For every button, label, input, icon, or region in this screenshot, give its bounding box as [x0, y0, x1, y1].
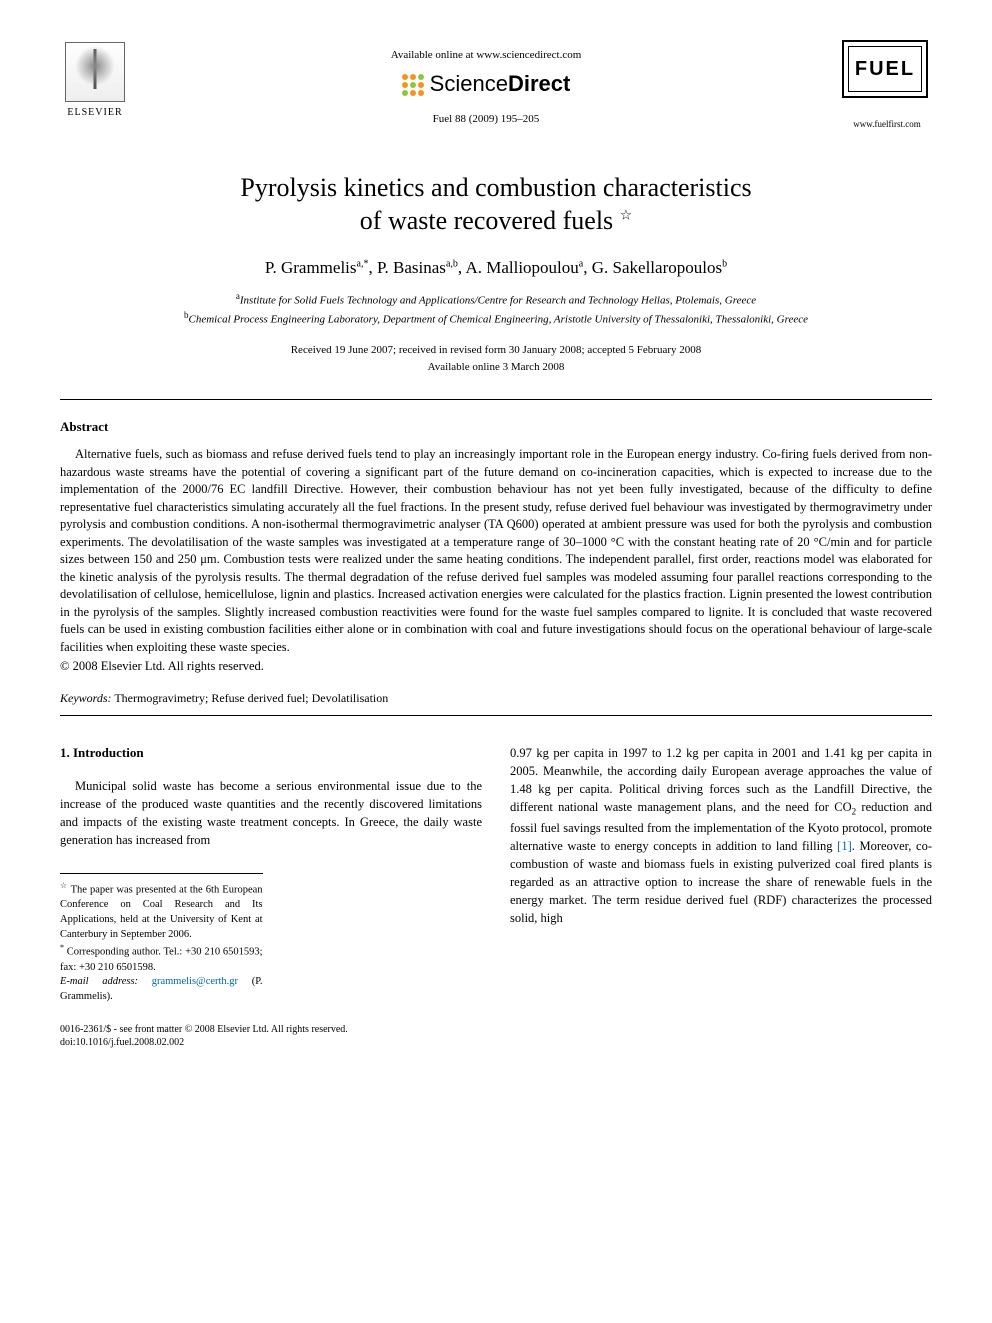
sd-text-light: Science — [430, 71, 508, 96]
elsevier-logo: ELSEVIER — [60, 40, 130, 120]
fuel-url: www.fuelfirst.com — [842, 118, 932, 131]
sd-dot-icon — [410, 90, 416, 96]
sciencedirect-logo: ScienceDirect — [130, 69, 842, 100]
author-4-sup: b — [722, 259, 727, 270]
footnote-star-text: The paper was presented at the 6th Europ… — [60, 885, 263, 940]
title-line2: of waste recovered fuels — [360, 206, 613, 235]
authors-line: P. Grammelisa,*, P. Basinasa,b, A. Malli… — [60, 256, 932, 280]
page-footer: 0016-2361/$ - see front matter © 2008 El… — [60, 1023, 932, 1049]
affil-b: Chemical Process Engineering Laboratory,… — [189, 314, 809, 326]
title-footnote-star: ☆ — [620, 209, 633, 224]
fuel-journal-logo: FUEL www.fuelfirst.com — [842, 40, 932, 131]
page-header: ELSEVIER Available online at www.science… — [60, 40, 932, 131]
footer-left: 0016-2361/$ - see front matter © 2008 El… — [60, 1023, 348, 1049]
sd-dot-icon — [402, 90, 408, 96]
article-title: Pyrolysis kinetics and combustion charac… — [60, 171, 932, 239]
issn-line: 0016-2361/$ - see front matter © 2008 El… — [60, 1023, 348, 1036]
column-left: 1. Introduction Municipal solid waste ha… — [60, 744, 482, 1005]
author-1: P. Grammelis — [265, 258, 357, 277]
email-address[interactable]: grammelis@certh.gr — [152, 976, 238, 987]
footnote-corr-text: Corresponding author. Tel.: +30 210 6501… — [60, 947, 263, 973]
available-online-text: Available online at www.sciencedirect.co… — [130, 48, 842, 63]
hr-top — [60, 399, 932, 400]
sd-text-bold: Direct — [508, 71, 570, 96]
author-3: A. Malliopoulou — [465, 258, 578, 277]
email-label: E-mail address: — [60, 976, 138, 987]
author-2: P. Basinas — [377, 258, 446, 277]
keywords-text: Thermogravimetry; Refuse derived fuel; D… — [112, 691, 389, 705]
journal-reference: Fuel 88 (2009) 195–205 — [130, 112, 842, 127]
footnote-star: ☆ The paper was presented at the 6th Eur… — [60, 880, 263, 942]
elsevier-label: ELSEVIER — [67, 106, 122, 120]
abstract-text: Alternative fuels, such as biomass and r… — [60, 446, 932, 656]
affil-a: Institute for Solid Fuels Technology and… — [240, 295, 756, 307]
sd-dot-icon — [418, 74, 424, 80]
sciencedirect-dots-icon — [402, 74, 424, 96]
intro-para-right: 0.97 kg per capita in 1997 to 1.2 kg per… — [510, 744, 932, 928]
header-center: Available online at www.sciencedirect.co… — [130, 40, 842, 128]
elsevier-tree-icon — [65, 42, 125, 102]
body-columns: 1. Introduction Municipal solid waste ha… — [60, 744, 932, 1005]
sd-dot-icon — [410, 74, 416, 80]
sd-dot-icon — [418, 90, 424, 96]
doi-line: doi:10.1016/j.fuel.2008.02.002 — [60, 1036, 348, 1049]
sd-dot-icon — [402, 82, 408, 88]
author-4: G. Sakellaropoulos — [592, 258, 722, 277]
sd-dot-icon — [410, 82, 416, 88]
title-line1: Pyrolysis kinetics and combustion charac… — [240, 173, 751, 202]
abstract-label: Abstract — [60, 418, 932, 436]
fuel-box-icon: FUEL — [842, 40, 928, 98]
intro-para-left: Municipal solid waste has become a serio… — [60, 777, 482, 850]
citation-1[interactable]: [1] — [837, 839, 852, 853]
dates-online: Available online 3 March 2008 — [428, 361, 565, 373]
column-right: 0.97 kg per capita in 1997 to 1.2 kg per… — [510, 744, 932, 1005]
sd-dot-icon — [418, 82, 424, 88]
keywords-line: Keywords: Thermogravimetry; Refuse deriv… — [60, 690, 932, 707]
abstract-copyright: © 2008 Elsevier Ltd. All rights reserved… — [60, 658, 932, 676]
footnote-email: E-mail address: grammelis@certh.gr (P. G… — [60, 975, 263, 1004]
author-1-sup: a,* — [357, 259, 369, 270]
footnote-star-mark: ☆ — [60, 881, 68, 890]
affiliations: aInstitute for Solid Fuels Technology an… — [60, 290, 932, 328]
sciencedirect-wordmark: ScienceDirect — [430, 69, 571, 100]
section-1-heading: 1. Introduction — [60, 744, 482, 763]
sd-dot-icon — [402, 74, 408, 80]
author-3-sup: a — [579, 259, 583, 270]
dates-received: Received 19 June 2007; received in revis… — [291, 344, 702, 356]
hr-bottom — [60, 715, 932, 716]
author-2-sup: a,b — [446, 259, 458, 270]
keywords-label: Keywords: — [60, 691, 112, 705]
footnote-corresponding: * Corresponding author. Tel.: +30 210 65… — [60, 942, 263, 975]
article-dates: Received 19 June 2007; received in revis… — [60, 342, 932, 375]
footnotes: ☆ The paper was presented at the 6th Eur… — [60, 873, 263, 1005]
